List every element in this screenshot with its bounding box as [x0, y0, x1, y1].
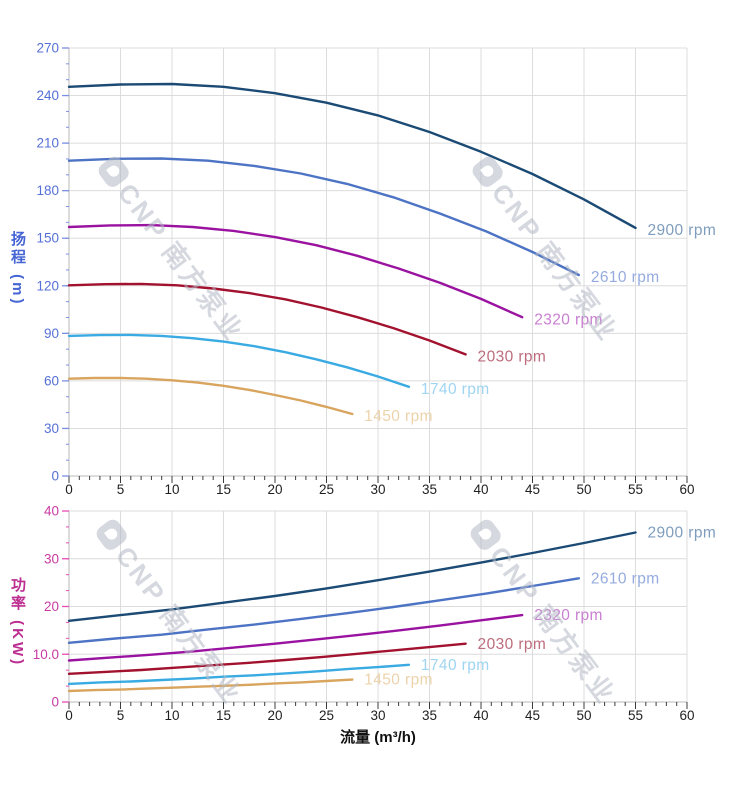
power-curve-chart: 0 5 10 15 20 25 30 35 40 45 50 55 60 0 10.0 20 30 40 2900 …: [33, 504, 716, 724]
curve-2320-rpm: [67, 613, 524, 662]
curve-label-2320-rpm: 2320 rpm: [534, 607, 603, 624]
curve-2610-rpm: [67, 577, 580, 644]
x-tick-label: 40: [473, 708, 488, 723]
x-tick-label: 35: [422, 482, 437, 497]
curve-label-1740-rpm: 1740 rpm: [421, 381, 490, 398]
x-tick-label: 30: [370, 708, 385, 723]
x-tick-label: 45: [525, 482, 540, 497]
y-tick-label: 60: [44, 373, 59, 388]
y-tick-label: 30: [44, 551, 59, 566]
curve-label-1450-rpm: 1450 rpm: [364, 672, 433, 689]
x-tick-label: 60: [679, 482, 694, 497]
x-tick-label: 20: [267, 708, 282, 723]
y-tick-label: 270: [36, 41, 59, 56]
x-tick-label: 5: [117, 708, 125, 723]
x-tick-label: 50: [576, 482, 591, 497]
y-tick-label: 30: [44, 421, 59, 436]
curve-label-2320-rpm: 2320 rpm: [534, 311, 603, 328]
x-tick-label: 60: [679, 708, 694, 723]
y-tick-label: 0: [51, 469, 59, 484]
y-tick-label: 90: [44, 326, 59, 341]
curve-label-1450-rpm: 1450 rpm: [364, 408, 433, 425]
curve-2900-rpm: [67, 531, 637, 622]
curve-2030-rpm: [67, 642, 467, 675]
curve-label-2610-rpm: 2610 rpm: [591, 570, 660, 587]
curve-1450-rpm: [67, 678, 354, 693]
y-tick-label: 180: [36, 183, 59, 198]
y-tick-label: 120: [36, 278, 59, 293]
y-tick-label: 10.0: [33, 647, 59, 662]
x-tick-label: 20: [267, 482, 282, 497]
curve-2030-rpm: [67, 282, 467, 356]
x-tick-label: 15: [216, 482, 231, 497]
curve-1740-rpm: [67, 663, 411, 686]
curve-2900-rpm: [67, 82, 637, 230]
x-tick-label: 0: [65, 708, 73, 723]
y-tick-label: 210: [36, 136, 59, 151]
x-tick-label: 35: [422, 708, 437, 723]
x-tick-label: 40: [473, 482, 488, 497]
x-tick-label: 0: [65, 482, 73, 497]
curve-2320-rpm: [67, 223, 524, 319]
power-y-axis-title: 功率 (KW): [9, 577, 26, 668]
curve-2610-rpm: [67, 157, 580, 277]
curve-label-2610-rpm: 2610 rpm: [591, 269, 660, 286]
x-tick-label: 50: [576, 708, 591, 723]
curve-label-1740-rpm: 1740 rpm: [421, 657, 490, 674]
head-curve-chart: 0 5 10 15 20 25 30 35 40 45 50 55 60 0 30 60 90 120 150 180…: [36, 41, 717, 498]
x-tick-label: 10: [164, 708, 179, 723]
head-y-axis-title: 扬程 (m): [9, 231, 26, 307]
y-tick-label: 0: [51, 695, 59, 710]
curve-label-2030-rpm: 2030 rpm: [478, 636, 547, 653]
x-tick-label: 15: [216, 708, 231, 723]
curve-1450-rpm: [67, 376, 354, 416]
x-tick-label: 10: [164, 482, 179, 497]
x-tick-label: 55: [628, 482, 643, 497]
y-tick-label: 150: [36, 231, 59, 246]
x-tick-label: 25: [319, 482, 334, 497]
curve-label-2900-rpm: 2900 rpm: [648, 525, 717, 542]
x-tick-label: 45: [525, 708, 540, 723]
y-tick-label: 240: [36, 88, 59, 103]
x-tick-label: 5: [117, 482, 125, 497]
y-tick-label: 20: [44, 599, 59, 614]
x-axis-title: 流量 (m³/h): [340, 729, 416, 746]
y-tick-label: 40: [44, 504, 59, 519]
curve-1740-rpm: [67, 333, 411, 388]
x-tick-label: 30: [370, 482, 385, 497]
curve-label-2030-rpm: 2030 rpm: [478, 349, 547, 366]
x-tick-label: 25: [319, 708, 334, 723]
curve-label-2900-rpm: 2900 rpm: [648, 222, 717, 239]
x-tick-label: 55: [628, 708, 643, 723]
